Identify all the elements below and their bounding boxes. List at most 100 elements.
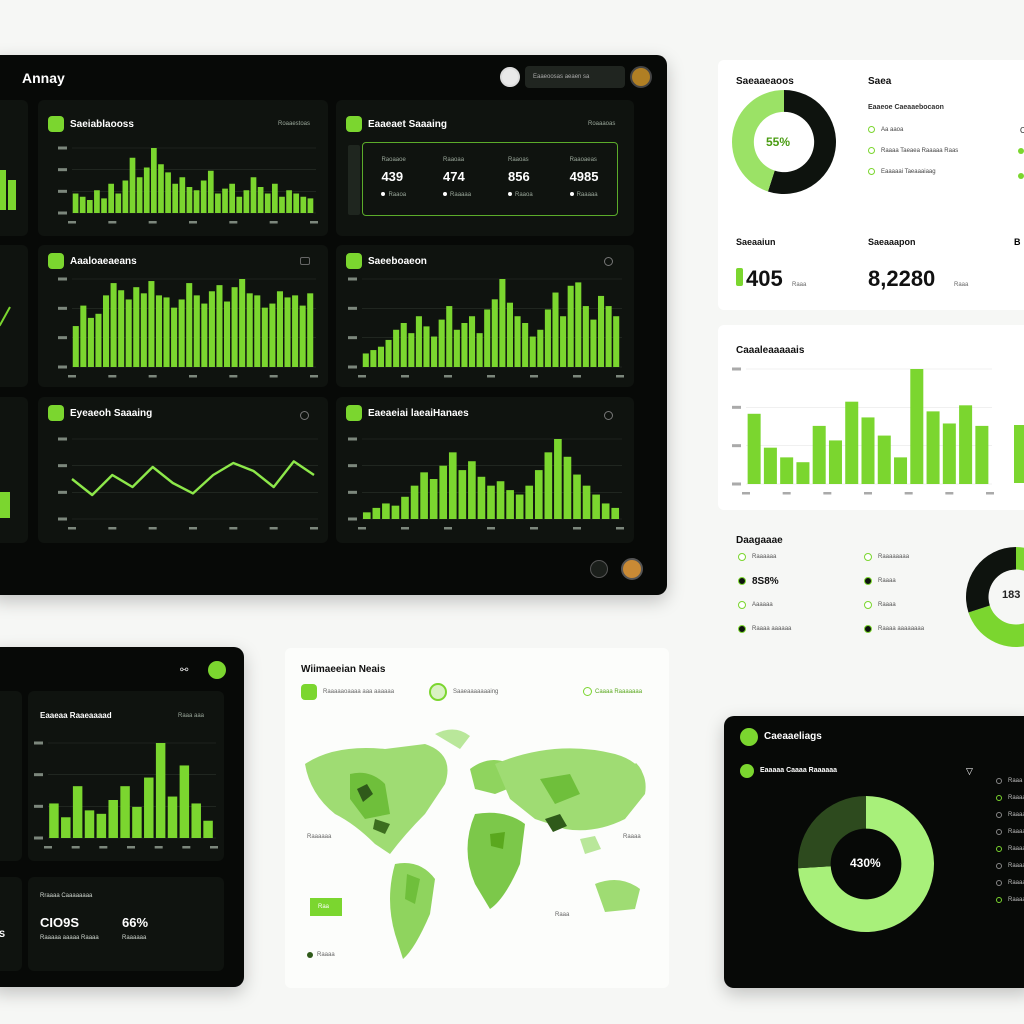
bar <box>179 177 186 213</box>
side-list-item[interactable]: Raaaa <box>996 829 1024 835</box>
x-tick <box>229 375 238 378</box>
legend-label: Aaaaaa <box>752 602 773 608</box>
options-icon[interactable] <box>604 411 613 420</box>
stat-legend-label: Raaaaa <box>450 192 472 198</box>
y-tick <box>58 146 67 150</box>
bar-panel: Caaaleaaaaais <box>718 325 1024 510</box>
x-tick <box>148 527 157 530</box>
x-tick <box>189 221 197 224</box>
bar <box>300 196 307 213</box>
bar <box>222 188 228 213</box>
bar <box>894 457 908 484</box>
y-tick <box>58 336 67 340</box>
side-list-item[interactable]: Raaaa <box>996 812 1024 818</box>
side-list-item[interactable]: Raaaa <box>996 880 1024 886</box>
bar <box>269 303 276 367</box>
stat-legend-label: Raaoa <box>514 192 533 198</box>
x-tick <box>573 375 581 378</box>
legend-swatch-icon <box>864 553 872 561</box>
right-edge-dot <box>1018 148 1024 154</box>
stat-legend: Raaoa <box>507 192 533 198</box>
card-event-ranking: Eaaeaa Raaeaaaad Raaa aaa <box>28 691 224 861</box>
stat-legend: Raaaaa <box>443 192 471 198</box>
bar <box>133 287 140 367</box>
chart-icon <box>346 116 362 132</box>
legend-swatch-icon <box>738 577 746 585</box>
side-list-item[interactable]: Raaaa <box>996 795 1024 801</box>
bar <box>215 193 221 213</box>
bar <box>362 353 369 367</box>
legend-item: Raaaa <box>864 575 924 587</box>
card-subtitle: Raaa aaa <box>178 713 205 719</box>
bar <box>216 285 223 367</box>
link-icon[interactable]: ⚯ <box>180 665 189 676</box>
header-search[interactable]: Eaaeoosas aeaen sa <box>525 66 625 88</box>
avatar[interactable] <box>500 67 520 87</box>
pin-icon[interactable]: ▽ <box>966 766 973 776</box>
chart-icon[interactable] <box>301 684 317 700</box>
side-list-item[interactable]: Raaaa <box>996 846 1024 852</box>
bar <box>554 439 562 519</box>
options-icon[interactable] <box>604 257 613 266</box>
x-tick <box>108 221 117 224</box>
options-icon[interactable] <box>300 257 310 265</box>
bar <box>496 481 505 519</box>
bar <box>423 326 430 367</box>
map-footer: Raaaa <box>317 952 335 958</box>
bar <box>458 470 467 519</box>
x-tick <box>444 527 452 530</box>
y-tick <box>58 277 67 281</box>
y-tick <box>58 490 67 494</box>
notification-icon[interactable] <box>208 661 226 679</box>
target-icon[interactable] <box>429 683 447 701</box>
partial-chart-1 <box>0 170 16 210</box>
partial-card: aS <box>0 877 22 971</box>
right-edge-letter: B <box>1014 237 1021 247</box>
donut-slice-primary <box>767 90 836 194</box>
card-subscription: Saeeboaeon <box>336 245 634 387</box>
bar <box>877 435 891 484</box>
y-tick <box>348 365 357 369</box>
side-list-item[interactable]: Raaaa <box>996 897 1024 903</box>
bar <box>120 786 130 838</box>
profile-avatar[interactable] <box>630 66 652 88</box>
side-list-item[interactable]: Raaaa <box>996 863 1024 869</box>
map-button[interactable]: Raa <box>310 898 342 916</box>
x-tick <box>99 846 108 849</box>
card-title: Eyeaeoh Saaaing <box>70 408 153 419</box>
legend-item: Raaaaaa <box>738 551 791 563</box>
bar <box>400 323 407 367</box>
y-tick <box>348 490 357 494</box>
bar <box>49 803 59 838</box>
bar <box>155 295 162 367</box>
x-tick <box>229 221 238 224</box>
stat-value: 474 <box>443 169 465 184</box>
bar <box>193 190 200 213</box>
card-title: Eaaeaa Raaeaaaad <box>40 711 112 720</box>
bar <box>72 193 79 213</box>
y-tick <box>348 464 357 468</box>
bar-chart-c1 <box>58 146 318 224</box>
map-title: Wiimaeeian Neais <box>301 664 386 675</box>
bar <box>136 177 143 213</box>
panel-title: Caeaaeliags <box>764 731 822 742</box>
bar <box>122 180 129 213</box>
x-tick <box>444 375 452 378</box>
options-icon[interactable] <box>300 411 309 420</box>
main-dashboard: Annay Eaaeoosas aeaen sa Saeiablaooss Ro… <box>0 55 667 595</box>
donut-value: 430% <box>850 856 881 870</box>
legend-label: Raaaa aaaaaa <box>752 626 792 632</box>
calendar-icon[interactable] <box>590 560 608 578</box>
bar <box>515 494 524 519</box>
user-avatar[interactable] <box>621 558 643 580</box>
side-list-item[interactable]: Raaa <box>996 778 1024 784</box>
bar <box>582 306 589 367</box>
legend-list-item: Eaaaaai Taeaaaiaag <box>868 168 958 175</box>
x-tick <box>108 375 117 378</box>
bar <box>780 457 794 484</box>
bar <box>468 316 476 367</box>
legend-list-label: Eaaaaai Taeaaaiaag <box>881 168 936 175</box>
list-bullet-icon <box>996 880 1002 886</box>
bar <box>461 323 468 367</box>
bar <box>103 295 110 367</box>
